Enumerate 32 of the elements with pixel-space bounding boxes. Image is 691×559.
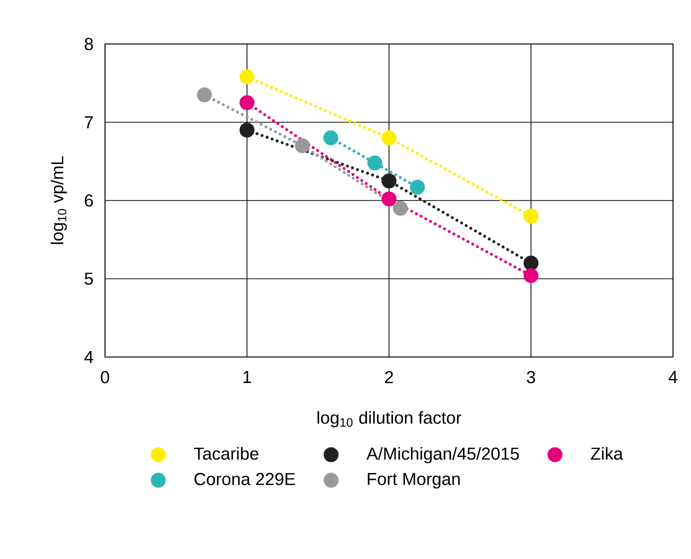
point	[392, 200, 408, 216]
x-tick-label: 0	[100, 371, 110, 384]
x-tick-label: 1	[244, 371, 251, 383]
legend-label: A/Michigan/45/2015	[366, 447, 519, 464]
x-tick-label: 4	[668, 371, 678, 383]
point	[240, 69, 254, 84]
point	[240, 95, 254, 110]
y-tick-label: 5	[84, 272, 93, 285]
legend-label: Corona 229E	[194, 472, 295, 486]
y-axis-title: log$_{10}$ vp/mL	[50, 156, 67, 244]
legend-label: Tacaribe	[194, 447, 258, 460]
point	[323, 130, 338, 146]
point	[524, 268, 538, 284]
point	[367, 155, 382, 170]
point	[410, 180, 425, 195]
point	[524, 208, 538, 224]
point	[294, 138, 310, 154]
point	[382, 130, 396, 146]
legend-label: Zika	[590, 447, 624, 460]
point	[524, 256, 538, 271]
y-tick-label: 6	[84, 194, 93, 207]
point	[240, 122, 254, 138]
y-tick-label: 4	[84, 351, 94, 363]
y-tick-label: 7	[84, 116, 93, 128]
y-tick-label: 8	[84, 38, 93, 50]
point	[382, 191, 396, 206]
point	[196, 87, 212, 102]
x-axis-title: log$_{10}$ dilution factor	[318, 411, 462, 428]
legend-label: Fort Morgan	[368, 473, 460, 489]
x-tick-label: 2	[385, 371, 393, 384]
x-tick-label: 3	[526, 371, 536, 384]
point	[382, 173, 396, 188]
